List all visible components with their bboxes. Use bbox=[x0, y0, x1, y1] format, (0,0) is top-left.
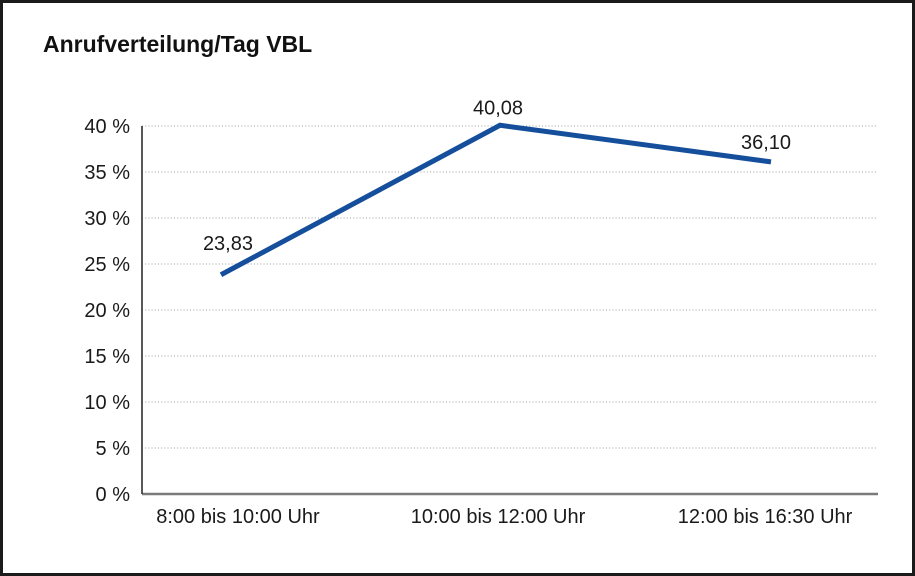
x-category-label: 12:00 bis 16:30 Uhr bbox=[678, 506, 853, 528]
data-point-label: 36,10 bbox=[741, 132, 791, 154]
chart-svg: 0 % 5 % 10 % 15 % 20 % 25 % 30 % 35 % 40 % 23,83 4… bbox=[84, 97, 878, 528]
y-tick-label: 5 % bbox=[96, 438, 131, 460]
x-category-label: 8:00 bis 10:00 Uhr bbox=[156, 506, 320, 528]
chart-title: Anrufverteilung/Tag VBL bbox=[43, 31, 313, 57]
y-tick-label: 0 % bbox=[96, 484, 131, 506]
y-tick-label: 40 % bbox=[84, 116, 130, 138]
y-tick-label: 15 % bbox=[84, 346, 130, 368]
y-tick-label: 20 % bbox=[84, 300, 130, 322]
data-point-label: 23,83 bbox=[203, 233, 253, 255]
y-tick-label: 30 % bbox=[84, 208, 130, 230]
data-point-label: 40,08 bbox=[473, 97, 523, 119]
x-category-label: 10:00 bis 12:00 Uhr bbox=[411, 506, 586, 528]
y-tick-label: 10 % bbox=[84, 392, 130, 414]
data-line bbox=[219, 122, 772, 277]
y-tick-label: 25 % bbox=[84, 254, 130, 276]
y-tick-label: 35 % bbox=[84, 162, 130, 184]
